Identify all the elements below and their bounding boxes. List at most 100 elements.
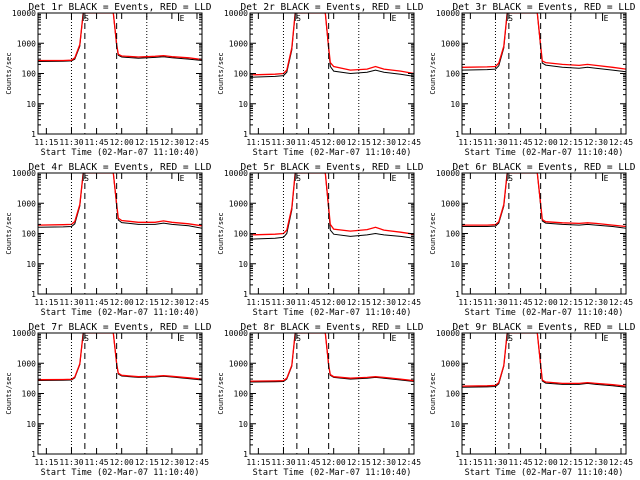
y-tick-label: 10000	[12, 9, 36, 18]
x-tick-label: 12:00	[322, 458, 346, 467]
y-axis-label: Counts/sec	[217, 372, 225, 414]
y-axis-label: Counts/sec	[217, 212, 225, 254]
marker-label-s: S	[296, 334, 301, 343]
y-tick-label: 1	[243, 450, 248, 459]
series-line-lld	[38, 333, 202, 381]
x-tick-label: 11:30	[271, 298, 295, 307]
x-tick-label: 12:30	[584, 298, 608, 307]
x-tick-label: 11:45	[509, 298, 533, 307]
marker-label-s: S	[508, 174, 513, 183]
series-line-lld	[250, 173, 414, 236]
x-tick-label: 11:15	[34, 458, 58, 467]
panel-title: Det 6r BLACK = Events, RED = LLD	[452, 162, 635, 173]
x-tick-label: 11:30	[59, 298, 83, 307]
x-tick-label: 11:30	[483, 458, 507, 467]
x-axis-label: Start Time (02-Mar-07 11:10:40)	[41, 468, 200, 478]
marker-label-e: E	[604, 174, 609, 183]
y-tick-label: 10	[450, 100, 460, 109]
plot-area	[250, 13, 414, 78]
x-tick-label: 12:45	[185, 138, 209, 147]
panel-title: Det 3r BLACK = Events, RED = LLD	[452, 2, 635, 13]
x-tick-label: 11:45	[85, 298, 109, 307]
x-tick-label: 12:45	[397, 138, 421, 147]
plot-area	[462, 13, 626, 73]
y-tick-label: 1	[455, 290, 460, 299]
x-tick-label: 11:15	[34, 298, 58, 307]
plot-area	[38, 173, 202, 229]
y-tick-label: 1000	[229, 359, 248, 368]
y-tick-label: 10000	[224, 169, 248, 178]
y-tick-label: 1000	[17, 199, 36, 208]
x-tick-label: 12:15	[135, 138, 159, 147]
y-tick-label: 10000	[436, 169, 460, 178]
y-tick-label: 1000	[441, 359, 460, 368]
x-tick-label: 11:30	[59, 138, 83, 147]
axes-frame	[461, 172, 627, 295]
plot-area	[462, 333, 626, 388]
x-tick-label: 12:30	[372, 298, 396, 307]
x-axis-label: Start Time (02-Mar-07 11:10:40)	[41, 148, 200, 158]
y-tick-label: 1	[455, 450, 460, 459]
x-tick-label: 11:30	[483, 138, 507, 147]
x-tick-label: 12:30	[584, 138, 608, 147]
panel-title: Det 1r BLACK = Events, RED = LLD	[28, 2, 211, 13]
x-tick-label: 12:45	[397, 458, 421, 467]
x-tick-label: 11:15	[458, 298, 482, 307]
x-tick-label: 11:15	[458, 458, 482, 467]
panel-title: Det 8r BLACK = Events, RED = LLD	[240, 322, 423, 333]
y-tick-label: 100	[22, 70, 37, 79]
axes-frame	[461, 12, 627, 135]
x-tick-label: 12:30	[584, 458, 608, 467]
x-tick-label: 11:30	[271, 458, 295, 467]
x-axis-label: Start Time (02-Mar-07 11:10:40)	[253, 468, 412, 478]
marker-label-s: S	[296, 14, 301, 23]
x-axis-label: Start Time (02-Mar-07 11:10:40)	[465, 148, 624, 158]
series-line-events	[250, 333, 414, 383]
x-tick-label: 12:30	[160, 138, 184, 147]
x-tick-label: 12:15	[135, 298, 159, 307]
y-tick-label: 1	[31, 290, 36, 299]
plot-area	[250, 333, 414, 383]
x-tick-label: 12:00	[534, 138, 558, 147]
x-tick-label: 12:00	[322, 298, 346, 307]
y-tick-label: 1	[31, 130, 36, 139]
plot-area	[38, 333, 202, 381]
series-line-lld	[250, 333, 414, 382]
x-tick-label: 11:15	[246, 298, 270, 307]
x-tick-label: 11:15	[458, 138, 482, 147]
x-tick-label: 12:15	[135, 458, 159, 467]
x-tick-label: 12:45	[397, 298, 421, 307]
x-tick-label: 11:45	[509, 458, 533, 467]
x-tick-label: 12:45	[609, 298, 633, 307]
x-tick-label: 12:15	[559, 298, 583, 307]
y-tick-label: 10	[26, 100, 36, 109]
y-tick-label: 100	[446, 70, 461, 79]
series-line-events	[462, 13, 626, 73]
y-tick-label: 1000	[441, 199, 460, 208]
y-tick-label: 100	[446, 390, 461, 399]
marker-label-e: E	[392, 334, 397, 343]
x-tick-label: 12:00	[110, 138, 134, 147]
series-line-events	[38, 13, 202, 62]
y-tick-label: 100	[234, 390, 249, 399]
x-tick-label: 12:30	[372, 458, 396, 467]
y-tick-label: 10	[26, 260, 36, 269]
x-tick-label: 11:45	[85, 458, 109, 467]
plot-area	[462, 173, 626, 229]
series-line-lld	[462, 13, 626, 70]
y-axis-label: Counts/sec	[5, 212, 13, 254]
y-tick-label: 100	[22, 230, 37, 239]
y-tick-label: 100	[446, 230, 461, 239]
panel-title: Det 5r BLACK = Events, RED = LLD	[240, 162, 423, 173]
y-tick-label: 10	[238, 100, 248, 109]
x-tick-label: 11:45	[297, 298, 321, 307]
x-tick-label: 11:45	[297, 458, 321, 467]
marker-label-e: E	[392, 174, 397, 183]
panel-title: Det 7r BLACK = Events, RED = LLD	[28, 322, 211, 333]
x-tick-label: 11:15	[34, 138, 58, 147]
marker-label-s: S	[84, 14, 89, 23]
